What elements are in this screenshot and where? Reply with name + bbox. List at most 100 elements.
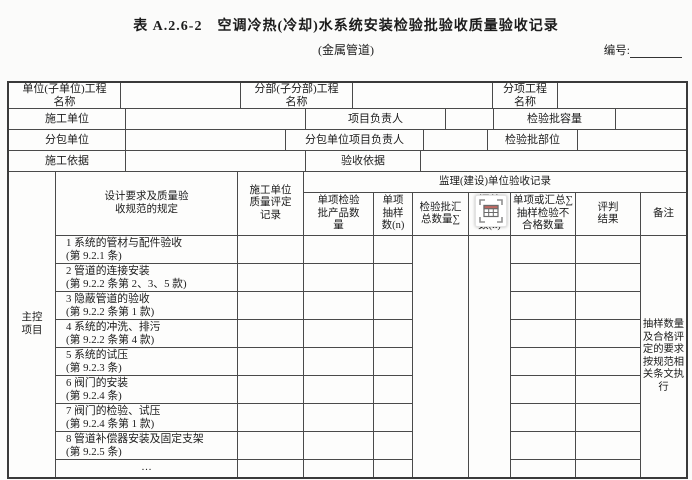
- fail-qty-header: 单项或汇总∑抽样检验不合格数量: [511, 193, 576, 236]
- subcontractor-manager-label: 分包单位项目负责人: [286, 130, 424, 150]
- item-sample-cell: [374, 236, 413, 264]
- project-manager-label: 项目负责人: [306, 109, 446, 129]
- subcontractor-manager-value: [424, 130, 488, 150]
- item-sample-cell: [374, 460, 413, 477]
- construction-unit-value: [126, 109, 306, 129]
- total-sample-count-cell: [469, 236, 511, 477]
- builder-record-cell: [238, 236, 304, 264]
- serial-blank-line: [630, 46, 682, 58]
- batch-total-qty-cell: [413, 236, 469, 477]
- verdict-cell: [576, 348, 641, 376]
- item-qty-cell: [304, 348, 374, 376]
- supervision-record-header: 监理(建设)单位验收记录: [304, 172, 686, 193]
- fail-qty-cell: [511, 376, 576, 404]
- item-row-4: 4 系统的冲洗、排污 (第 9.2.2 条第 4 款): [56, 320, 238, 348]
- subdivision-project-label: 分部(子分部)工程名称: [241, 83, 353, 108]
- item-row-5: 5 系统的试压 (第 9.2.3 条): [56, 348, 238, 376]
- acceptance-record-table: 单位(子单位)工程名称 分部(子分部)工程名称 分项工程名称 施工单位 项目负责…: [7, 81, 688, 479]
- item-batch-qty-header: 单项检验批产品数量: [304, 193, 374, 236]
- fail-qty-cell: [511, 264, 576, 292]
- fail-qty-cell: [511, 348, 576, 376]
- item-qty-cell: [304, 292, 374, 320]
- verdict-cell: [576, 320, 641, 348]
- item-row-3: 3 隐蔽管道的验收 (第 9.2.2 条第 1 款): [56, 292, 238, 320]
- item-row-1: 1 系统的管材与配件验收 (第 9.2.1 条): [56, 236, 238, 264]
- verdict-cell: [576, 404, 641, 432]
- builder-record-cell: [238, 320, 304, 348]
- page-subtitle: (金属管道): [318, 43, 374, 57]
- project-manager-value: [446, 109, 494, 129]
- item-row-ellipsis: …: [56, 460, 238, 477]
- verdict-cell: [576, 432, 641, 460]
- item-sample-count-header: 单项抽样数(n): [374, 193, 413, 236]
- table-selection-icon[interactable]: [474, 195, 507, 227]
- builder-record-cell: [238, 376, 304, 404]
- verdict-cell: [576, 236, 641, 264]
- subdivision-project-value: [353, 83, 493, 108]
- item-row-6: 6 阀门的安装 (第 9.2.4 条): [56, 376, 238, 404]
- builder-record-cell: [238, 432, 304, 460]
- item-row-7: 7 阀门的检验、试压 (第 9.2.4 条第 1 款): [56, 404, 238, 432]
- fail-qty-cell: [511, 460, 576, 477]
- item-project-value: [558, 83, 686, 108]
- fail-qty-cell: [511, 432, 576, 460]
- item-sample-cell: [374, 264, 413, 292]
- item-qty-cell: [304, 376, 374, 404]
- info-row-basis: 施工依据 验收依据: [9, 151, 686, 172]
- acceptance-basis-value: [421, 151, 686, 171]
- builder-record-cell: [238, 404, 304, 432]
- verdict-cell: [576, 376, 641, 404]
- remark-header: 备注: [641, 193, 686, 236]
- item-sample-cell: [374, 404, 413, 432]
- builder-record-cell: [238, 348, 304, 376]
- builder-record-cell: [238, 460, 304, 477]
- design-requirements-header: 设计要求及质量验收规范的规定: [56, 172, 238, 236]
- item-sample-cell: [374, 376, 413, 404]
- construction-unit-label: 施工单位: [9, 109, 126, 129]
- main-control-items-label: 主控项目: [9, 172, 56, 477]
- page-title: 表 A.2.6-2 空调冷热(冷却)水系统安装检验批验收质量验收记录: [133, 19, 559, 34]
- acceptance-basis-label: 验收依据: [306, 151, 421, 171]
- item-qty-cell: [304, 264, 374, 292]
- verdict-cell: [576, 460, 641, 477]
- item-sample-cell: [374, 292, 413, 320]
- info-row-builder: 施工单位 项目负责人 检验批容量: [9, 109, 686, 130]
- item-qty-cell: [304, 236, 374, 264]
- unit-project-label: 单位(子单位)工程名称: [9, 83, 121, 108]
- inspection-grid: 主控项目 设计要求及质量验收规范的规定 施工单位质量评定记录 监理(建设)单位验…: [9, 172, 686, 477]
- subcontractor-label: 分包单位: [9, 130, 126, 150]
- builder-quality-record-header: 施工单位质量评定记录: [238, 172, 304, 236]
- construction-basis-label: 施工依据: [9, 151, 126, 171]
- builder-record-cell: [238, 292, 304, 320]
- item-project-label: 分项工程名称: [493, 83, 558, 108]
- batch-location-label: 检验批部位: [488, 130, 578, 150]
- info-row-project: 单位(子单位)工程名称 分部(子分部)工程名称 分项工程名称: [9, 83, 686, 109]
- fail-qty-cell: [511, 236, 576, 264]
- item-row-2: 2 管道的连接安装 (第 9.2.2 条第 2、3、5 款): [56, 264, 238, 292]
- item-qty-cell: [304, 320, 374, 348]
- subcontractor-value: [126, 130, 286, 150]
- item-qty-cell: [304, 460, 374, 477]
- remark-cell: 抽样数量及合格评定的要求按规范相关条文执行: [642, 319, 685, 393]
- builder-record-cell: [238, 264, 304, 292]
- construction-basis-value: [126, 151, 306, 171]
- verdict-cell: [576, 292, 641, 320]
- batch-total-qty-header: 检验批汇总数量∑: [413, 193, 469, 236]
- fail-qty-cell: [511, 404, 576, 432]
- serial-field: 编号:: [604, 42, 682, 58]
- info-row-subcontractor: 分包单位 分包单位项目负责人 检验批部位: [9, 130, 686, 151]
- verdict-cell: [576, 264, 641, 292]
- unit-project-value: [121, 83, 241, 108]
- batch-location-value: [578, 130, 686, 150]
- verdict-header: 评判结果: [576, 193, 641, 236]
- item-sample-cell: [374, 320, 413, 348]
- fail-qty-cell: [511, 292, 576, 320]
- total-sample-count-header: 汇总抽样数(n): [469, 193, 511, 236]
- item-row-8: 8 管道补偿器安装及固定支架 (第 9.2.5 条): [56, 432, 238, 460]
- fail-qty-cell: [511, 320, 576, 348]
- subtitle-row: (金属管道) 编号:: [0, 41, 692, 59]
- batch-capacity-label: 检验批容量: [494, 109, 616, 129]
- batch-capacity-value: [616, 109, 686, 129]
- serial-label: 编号:: [603, 45, 630, 57]
- item-sample-cell: [374, 432, 413, 460]
